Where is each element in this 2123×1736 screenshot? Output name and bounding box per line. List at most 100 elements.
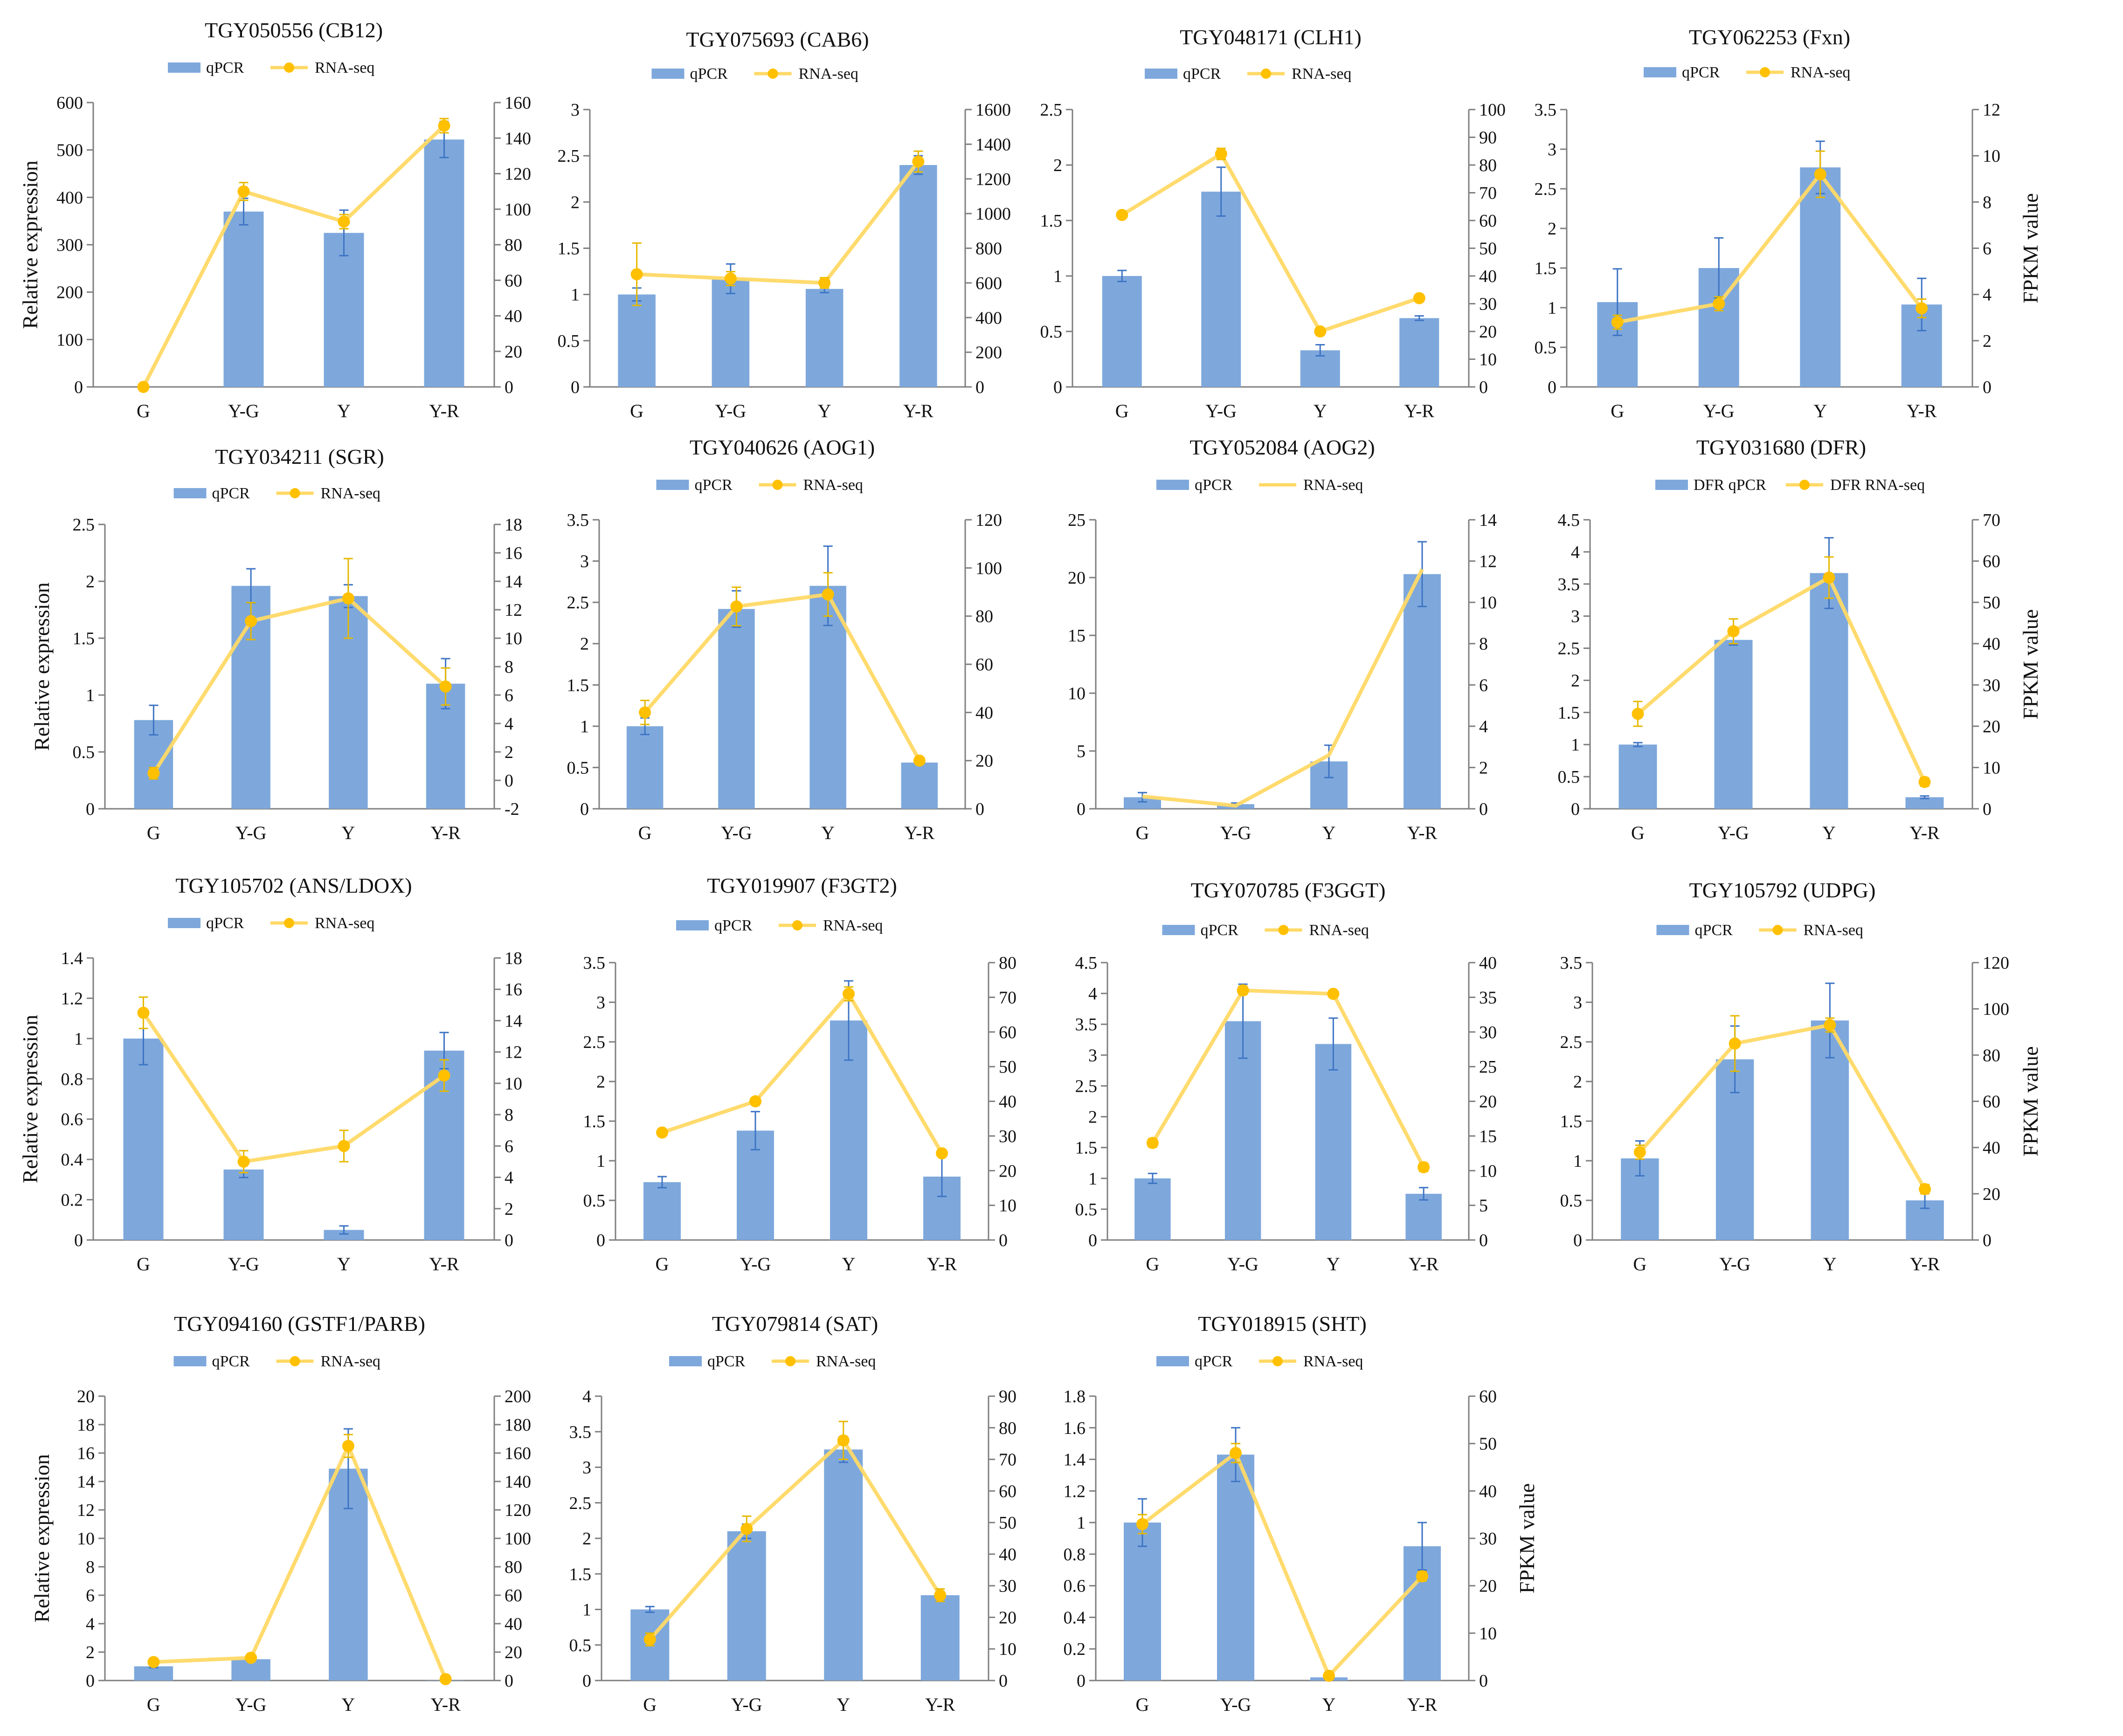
- legend: qPCR RNA-seq: [651, 65, 858, 83]
- bar-qpcr: [1405, 1193, 1442, 1240]
- y-tick-label-right: 40: [1479, 1481, 1497, 1501]
- x-tick-label: Y: [837, 1694, 850, 1715]
- y-tick-label-left: 1.2: [1064, 1481, 1086, 1501]
- y-tick-label-right: 120: [1983, 953, 2009, 973]
- x-tick-label: Y-R: [925, 1694, 955, 1715]
- x-tick-label: Y: [341, 822, 355, 843]
- legend: qPCR RNA-seq: [1156, 476, 1363, 494]
- legend-swatch-marker: [772, 480, 783, 490]
- x-tick-label: Y-R: [429, 1254, 459, 1274]
- point-rnaseq: [1916, 302, 1928, 315]
- line-rnaseq: [643, 592, 921, 762]
- y-tick-label-left: 16: [77, 1444, 95, 1463]
- y-tick-label-left: 0: [1573, 1231, 1582, 1250]
- x-tick-label: Y-G: [228, 1254, 259, 1274]
- legend-label-qpcr: qPCR: [1195, 1353, 1233, 1370]
- point-rnaseq: [936, 1147, 948, 1160]
- chart-panel: TGY034211 (SGR) qPCR RNA-seq 0 0.5 1 1.5 2 2.5 -2…: [30, 445, 522, 843]
- y-tick-label-left: 3.5: [583, 953, 606, 973]
- chart-panel: TGY050556 (CB12)qPCR RNA-seq0100200300400…: [18, 18, 531, 421]
- point-rnaseq: [438, 1069, 450, 1082]
- legend: qPCR RNA-seq: [168, 59, 374, 76]
- x-tick-label: Y-G: [1227, 1254, 1259, 1274]
- x-tick-label: G: [147, 822, 160, 843]
- y-tick-label-left: 3: [1573, 993, 1582, 1013]
- y-tick-label-right: 70: [1479, 184, 1497, 203]
- point-rnaseq: [1327, 987, 1340, 1000]
- line-rnaseq: [1638, 1023, 1927, 1190]
- point-rnaseq: [1215, 148, 1227, 160]
- chart-title: TGY052084 (AOG2): [1189, 435, 1375, 459]
- y-tick-label-left: 10: [77, 1529, 95, 1549]
- y-tick-label-right: 14: [505, 572, 522, 592]
- point-rnaseq: [749, 1095, 761, 1108]
- y-tick-label-left: 3: [1548, 140, 1556, 159]
- point-rnaseq: [656, 1126, 668, 1139]
- legend-swatch-marker: [792, 920, 802, 930]
- y-tick-label-right: 6: [1479, 675, 1488, 695]
- x-tick-label: Y-G: [228, 400, 259, 421]
- y-tick-label-left: 2.5: [558, 146, 580, 166]
- y-tick-label-right: 0: [1479, 378, 1488, 397]
- y-tick-label-right: 4: [505, 714, 513, 734]
- x-tick-label: G: [137, 1254, 150, 1274]
- y-tick-label-right: 50: [1479, 239, 1497, 259]
- y-tick-label-left: 0: [1571, 799, 1580, 819]
- chart-title: TGY105792 (UDPG): [1689, 878, 1876, 902]
- y-tick-label-left: 0.6: [61, 1110, 83, 1130]
- y-tick-label-left: 0.5: [1075, 1200, 1098, 1219]
- y-tick-label-right: 50: [1479, 1434, 1497, 1454]
- y-tick-label-right: 70: [999, 1450, 1017, 1470]
- y-tick-label-right: 30: [1479, 1023, 1497, 1042]
- y-tick-label-left: 1: [582, 1600, 591, 1620]
- point-rnaseq: [639, 706, 651, 719]
- y-tick-label-right: 20: [1983, 1185, 2000, 1204]
- y-tick-label-right: 35: [1479, 988, 1497, 1007]
- point-rnaseq: [843, 987, 855, 1000]
- y-tick-label-right: 14: [1479, 510, 1497, 530]
- y-tick-label-left: 4: [86, 1614, 95, 1634]
- bar-qpcr: [134, 1666, 173, 1681]
- legend-label-rnaseq: RNA-seq: [321, 485, 380, 502]
- y-tick-label-right: 180: [505, 1415, 531, 1435]
- y-tick-label-left: 0.5: [569, 1636, 592, 1655]
- point-rnaseq: [137, 1006, 150, 1019]
- y-tick-label-left: 0: [74, 378, 83, 397]
- line-rnaseq: [141, 124, 446, 388]
- y-tick-label-left: 2: [86, 1643, 95, 1662]
- bar-qpcr: [920, 1595, 960, 1681]
- y-tick-label-left: 4: [1571, 543, 1580, 562]
- y-tick-label-right: 10: [999, 1196, 1017, 1216]
- y-tick-label-left: 8: [86, 1557, 95, 1577]
- y-tick-label-left: 1: [571, 285, 580, 305]
- y-tick-label-right: 20: [999, 1608, 1017, 1627]
- chart-panel: TGY105792 (UDPG) qPCR RNA-seq 0 0.5 1 1.5 2 2.5 3…: [1560, 878, 2043, 1274]
- y-tick-label-right: 40: [1983, 634, 2000, 654]
- y-tick-label-right: 60: [1983, 552, 2000, 572]
- y-tick-label-right: 100: [505, 1529, 531, 1549]
- y-tick-label-right: 30: [1479, 295, 1497, 314]
- y-tick-label-right: 12: [1479, 552, 1497, 572]
- point-rnaseq: [1418, 1161, 1430, 1173]
- point-rnaseq: [630, 268, 643, 281]
- x-tick-label: Y-R: [1909, 822, 1940, 843]
- legend-swatch-bar: [168, 918, 201, 928]
- x-tick-label: Y-R: [1407, 1694, 1438, 1715]
- y-tick-label-left: 0: [571, 378, 580, 397]
- y-tick-label-right: 0: [1479, 1671, 1488, 1691]
- x-tick-label: G: [1631, 822, 1645, 843]
- point-rnaseq: [1823, 572, 1835, 584]
- legend: qPCR RNA-seq: [1656, 922, 1863, 939]
- legend-swatch-bar: [656, 480, 689, 490]
- bar-qpcr: [712, 278, 750, 387]
- y-tick-label-right: 40: [999, 1092, 1017, 1112]
- y-tick-label-left: 500: [56, 141, 83, 160]
- y-axis-title-right: FPKM value: [2019, 609, 2042, 719]
- chart-title: TGY018915 (SHT): [1198, 1312, 1367, 1336]
- x-tick-label: Y-R: [1404, 400, 1435, 421]
- legend: qPCR RNA-seq: [656, 476, 863, 494]
- legend: qPCR RNA-seq: [1145, 65, 1351, 83]
- y-tick-label-right: 6: [1983, 239, 1992, 259]
- y-tick-label-right: 70: [1983, 510, 2000, 530]
- legend-swatch-bar: [651, 69, 685, 79]
